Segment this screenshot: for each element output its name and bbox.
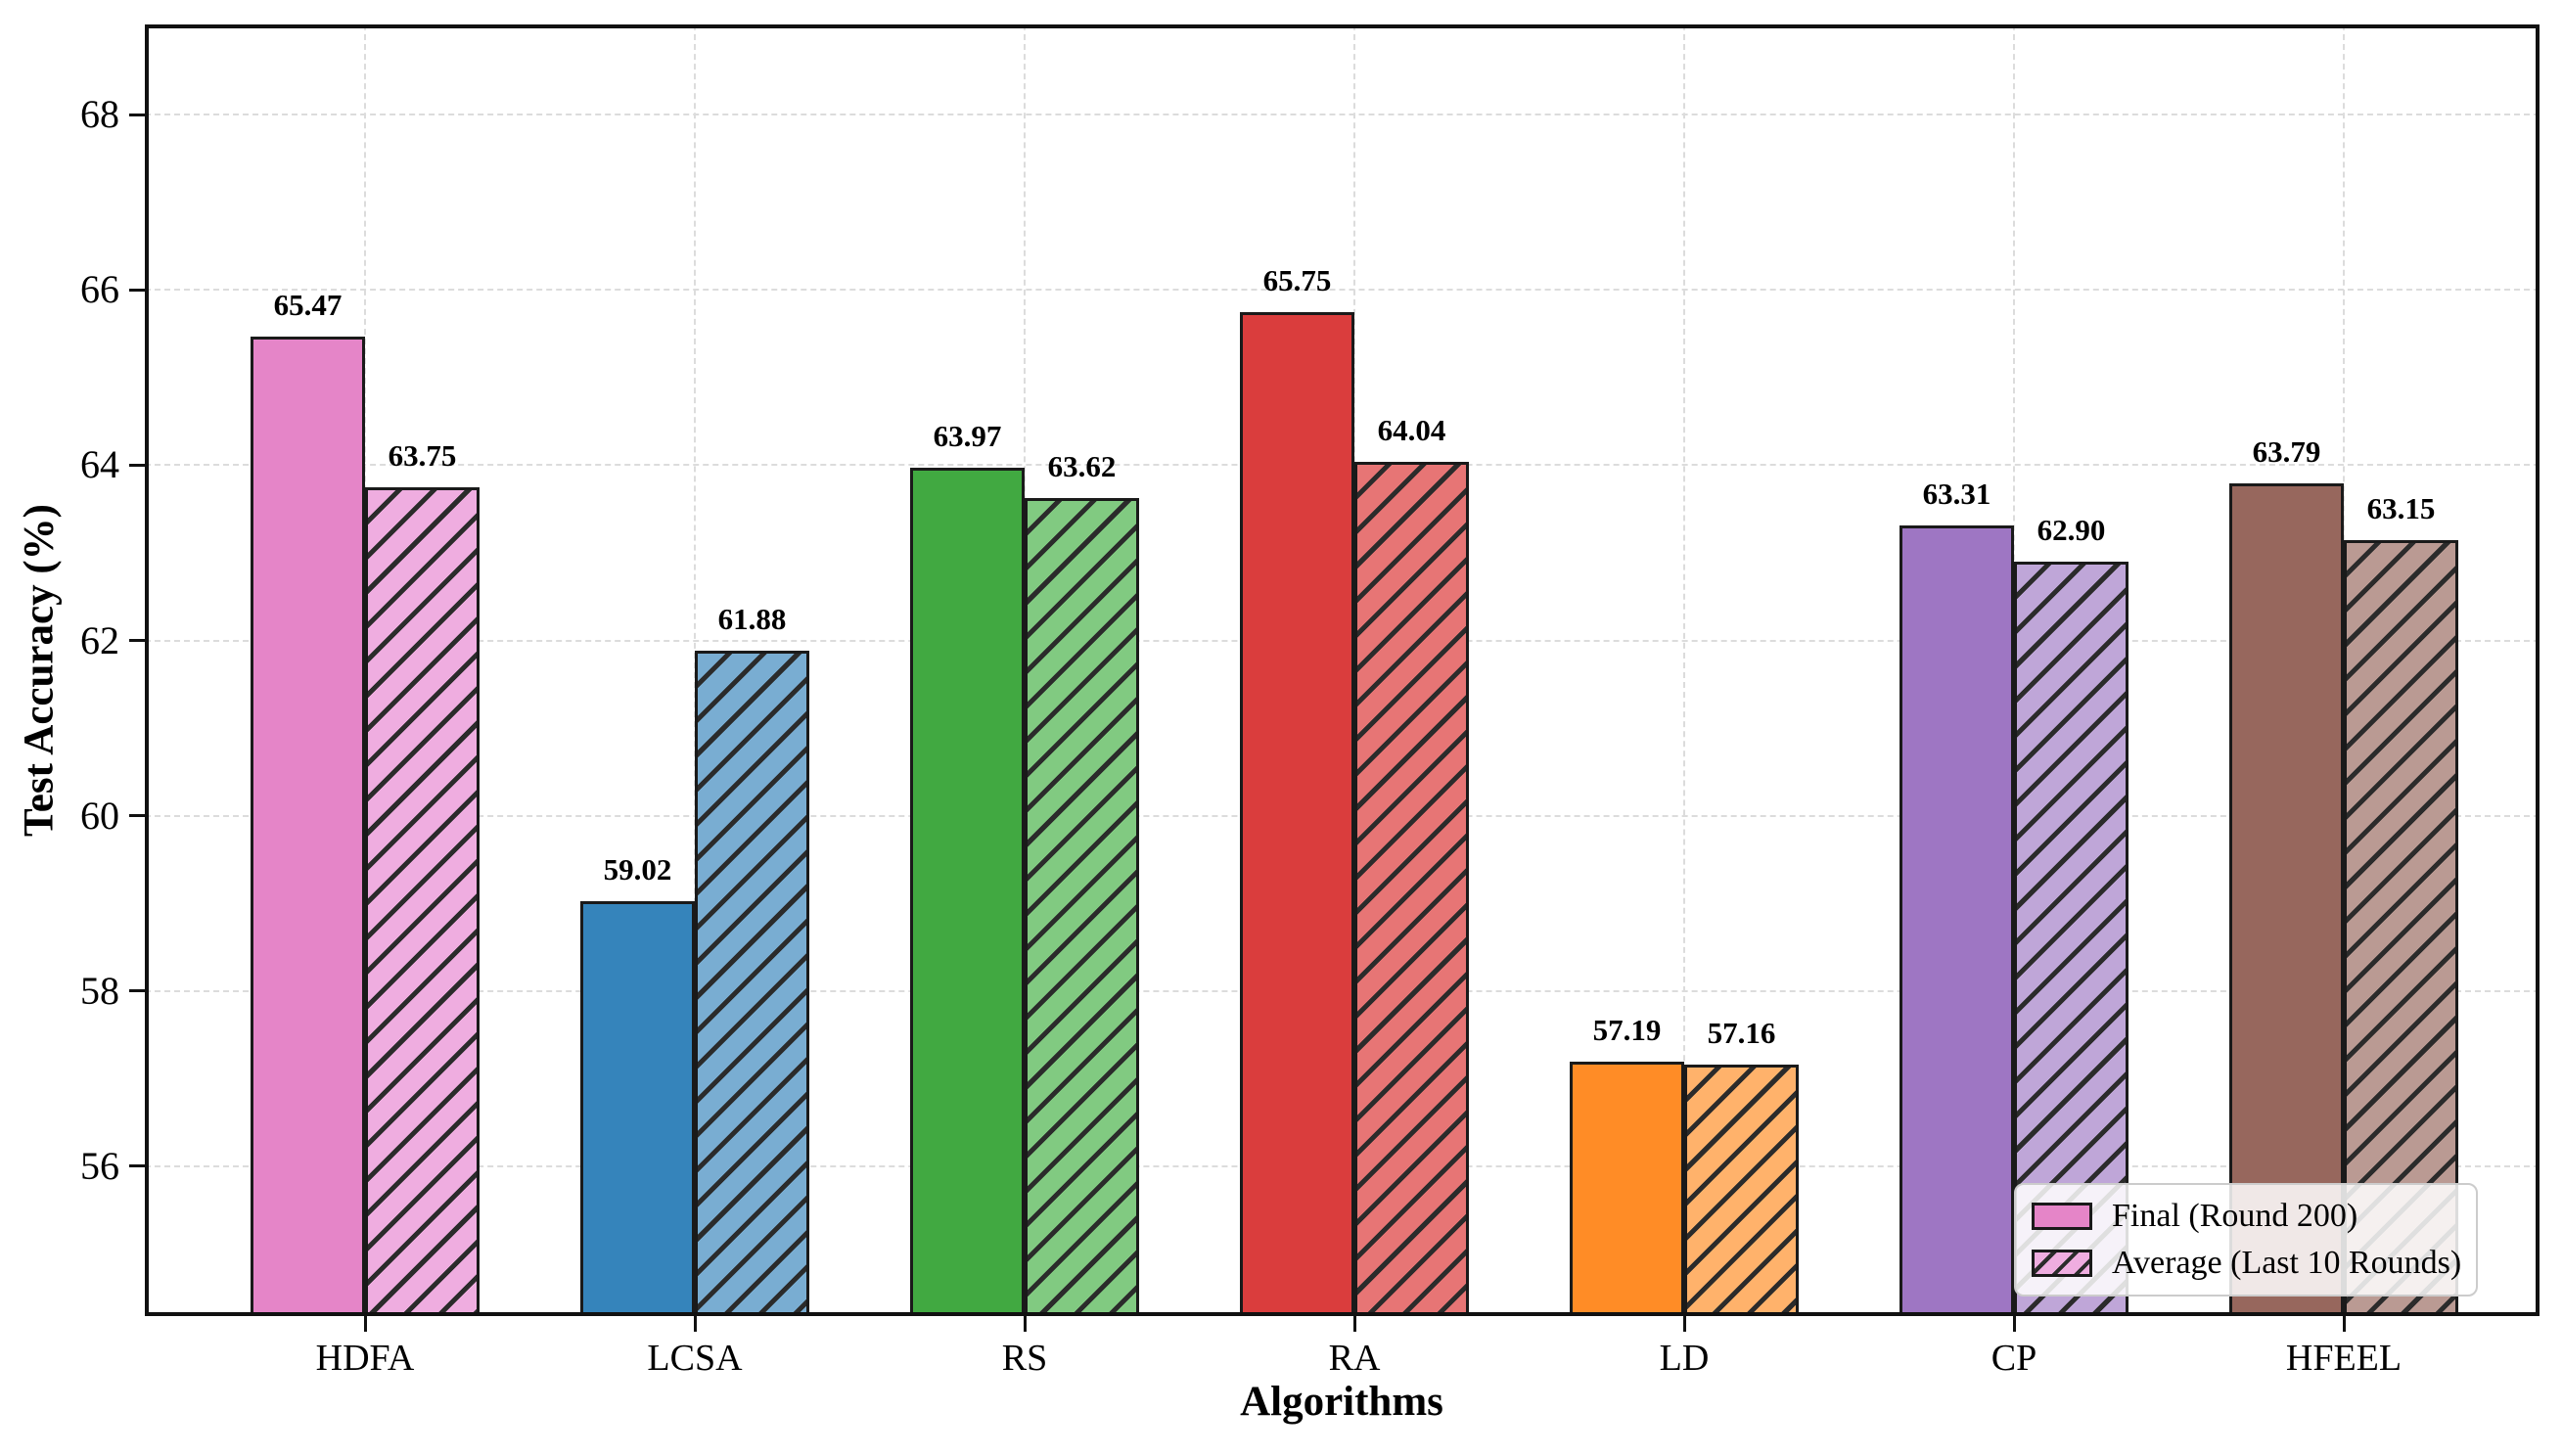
y-tick-label: 58 bbox=[80, 968, 119, 1013]
y-tick-mark bbox=[129, 989, 145, 993]
x-tick-label: HDFA bbox=[315, 1338, 415, 1379]
legend-label: Final (Round 200) bbox=[2112, 1198, 2358, 1234]
bar-ra-final bbox=[1240, 311, 1354, 1316]
bar-hfeel-final bbox=[2229, 483, 2344, 1316]
bar-value-label: 63.31 bbox=[1922, 477, 1991, 512]
legend-label: Average (Last 10 Rounds) bbox=[2112, 1245, 2462, 1281]
y-tick-label: 62 bbox=[80, 617, 119, 662]
bar-value-label: 64.04 bbox=[1377, 412, 1446, 447]
y-tick-label: 68 bbox=[80, 92, 119, 137]
bar-lcsa-average bbox=[695, 651, 809, 1316]
bar-value-label: 65.47 bbox=[273, 287, 343, 322]
gridline-vertical bbox=[1683, 24, 1685, 1316]
bar-value-label: 63.79 bbox=[2252, 434, 2321, 470]
y-tick-mark bbox=[129, 463, 145, 467]
bar-value-label: 62.90 bbox=[2037, 512, 2106, 547]
bar-value-label: 63.97 bbox=[933, 419, 1002, 454]
x-tick-mark bbox=[1023, 1316, 1027, 1332]
x-tick-mark bbox=[363, 1316, 367, 1332]
bar-value-label: 61.88 bbox=[717, 602, 787, 637]
bar-value-label: 65.75 bbox=[1262, 262, 1332, 297]
x-tick-label: RA bbox=[1328, 1338, 1381, 1379]
y-tick-mark bbox=[129, 639, 145, 643]
bar-ld-average bbox=[1684, 1064, 1799, 1316]
gridline-horizontal bbox=[145, 114, 2540, 116]
y-tick-mark bbox=[129, 1164, 145, 1168]
gridline-horizontal bbox=[145, 289, 2540, 292]
bar-hdfa-final bbox=[251, 336, 365, 1316]
bar-hdfa-average bbox=[365, 486, 480, 1316]
legend-entry-final: Final (Round 200) bbox=[2032, 1198, 2460, 1235]
x-tick-label: LD bbox=[1659, 1338, 1710, 1379]
bar-value-label: 63.62 bbox=[1047, 449, 1117, 484]
y-axis-title: Test Accuracy (%) bbox=[16, 504, 63, 837]
x-tick-mark bbox=[693, 1316, 697, 1332]
y-tick-label: 56 bbox=[80, 1143, 119, 1188]
x-tick-label: HFEEL bbox=[2285, 1338, 2403, 1379]
x-tick-label: LCSA bbox=[647, 1338, 743, 1379]
x-tick-label: CP bbox=[1991, 1338, 2037, 1379]
y-tick-mark bbox=[129, 814, 145, 818]
bar-ld-final bbox=[1570, 1062, 1684, 1316]
bar-lcsa-final bbox=[580, 901, 695, 1316]
bar-value-label: 63.75 bbox=[388, 437, 457, 473]
bar-value-label: 59.02 bbox=[603, 852, 672, 887]
y-tick-mark bbox=[129, 288, 145, 292]
legend: Final (Round 200) Average (Last 10 Round… bbox=[2014, 1183, 2478, 1297]
plot-area: 65.47 59.02 63.97 65.75 57.19 63.31 63.79 63.75… bbox=[145, 24, 2540, 1316]
bar-value-label: 57.19 bbox=[1592, 1013, 1662, 1048]
bar-rs-average bbox=[1025, 498, 1139, 1316]
bar-value-label: 57.16 bbox=[1707, 1015, 1776, 1050]
legend-entry-average: Average (Last 10 Rounds) bbox=[2032, 1245, 2462, 1282]
bar-cp-final bbox=[1899, 525, 2014, 1316]
legend-swatch-solid bbox=[2032, 1203, 2092, 1230]
x-tick-mark bbox=[1682, 1316, 1686, 1332]
bar-value-label: 63.15 bbox=[2366, 490, 2436, 525]
x-tick-mark bbox=[2342, 1316, 2346, 1332]
x-tick-label: RS bbox=[1001, 1338, 1048, 1379]
bar-rs-final bbox=[910, 468, 1025, 1316]
x-axis-title: Algorithms bbox=[1240, 1379, 1443, 1425]
x-tick-mark bbox=[1352, 1316, 1356, 1332]
y-tick-label: 66 bbox=[80, 267, 119, 312]
x-tick-mark bbox=[2012, 1316, 2016, 1332]
y-tick-label: 64 bbox=[80, 442, 119, 487]
y-tick-mark bbox=[129, 113, 145, 116]
y-tick-label: 60 bbox=[80, 793, 119, 838]
legend-swatch-hatched bbox=[2032, 1250, 2092, 1277]
bar-ra-average bbox=[1354, 461, 1469, 1316]
